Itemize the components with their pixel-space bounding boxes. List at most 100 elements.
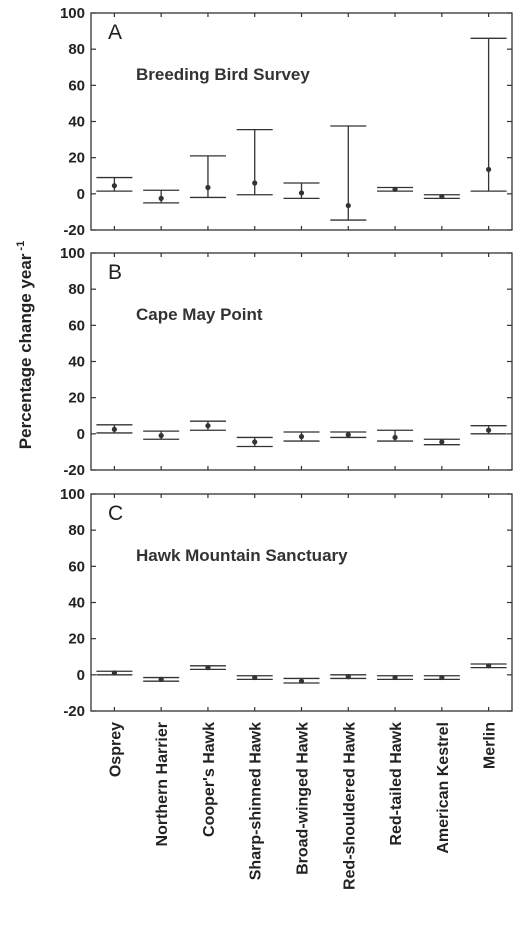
error-bar-5 — [330, 431, 367, 439]
error-bar-7 — [423, 438, 460, 446]
estimate-point — [205, 184, 211, 191]
error-bar-8 — [470, 425, 507, 435]
panel-title: Breeding Bird Survey — [136, 65, 310, 84]
y-tick-label: -20 — [63, 462, 85, 479]
panel-letter: C — [108, 502, 123, 525]
estimate-point — [345, 674, 351, 680]
estimate-point — [392, 434, 398, 441]
error-bar-3 — [236, 436, 273, 448]
y-tick-label: -20 — [63, 222, 85, 239]
y-tick-label: 60 — [68, 558, 85, 575]
error-bar-8 — [470, 663, 507, 669]
estimate-point — [158, 676, 164, 682]
y-tick-label: -20 — [63, 703, 85, 720]
error-bar-4 — [283, 431, 320, 442]
estimate-point — [252, 439, 258, 445]
estimate-point — [205, 665, 211, 671]
y-axis-label-main: Percentage change year — [16, 253, 35, 449]
category-label: Cooper's Hawk — [201, 722, 218, 837]
error-bar-7 — [423, 193, 460, 200]
error-bar-8 — [470, 37, 507, 192]
y-tick-label: 80 — [68, 281, 85, 298]
category-labels-group: Osprey Northern Harrier Cooper's Hawk Sharp… — [107, 722, 498, 890]
panel-letter: A — [108, 21, 122, 44]
category-label: American Kestrel — [435, 722, 452, 854]
y-tick-label: 40 — [68, 595, 85, 612]
y-axis-label: Percentage change year -1 — [15, 241, 35, 449]
category-label: Merlin — [482, 722, 499, 769]
y-tick-label: 80 — [68, 522, 85, 539]
y-tick-label: 20 — [68, 631, 85, 648]
panel-letter: B — [108, 261, 122, 284]
panel-title: Hawk Mountain Sanctuary — [136, 546, 348, 565]
error-bar-2 — [189, 155, 226, 199]
estimate-point — [298, 678, 305, 684]
category-label: Broad-winged Hawk — [295, 722, 312, 875]
y-tick-label: 0 — [77, 426, 85, 443]
error-bar-4 — [283, 677, 320, 684]
error-bar-3 — [236, 674, 273, 681]
y-tick-label: 40 — [68, 114, 85, 131]
category-label: Osprey — [107, 722, 124, 777]
estimate-point — [486, 663, 492, 669]
y-tick-label: 0 — [77, 186, 85, 203]
error-bar-2 — [189, 420, 226, 431]
estimate-point — [439, 193, 445, 200]
error-bar-7 — [423, 674, 460, 681]
estimate-point — [298, 433, 305, 440]
error-bar-2 — [189, 665, 226, 671]
estimate-point — [345, 432, 351, 438]
panel-title: Cape May Point — [136, 305, 263, 324]
panel-b: -20 0 20 40 60 80 100 B Cape May Point — [60, 245, 513, 479]
estimate-point — [486, 427, 492, 433]
y-axis-label-superscript: -1 — [15, 241, 27, 251]
estimate-point — [111, 670, 117, 676]
estimate-point — [486, 166, 492, 173]
panel-c: -20 0 20 40 60 80 100 C Hawk Mountain Sanctuary — [60, 486, 513, 720]
y-tick-label: 100 — [60, 245, 85, 262]
error-bar-6 — [377, 674, 414, 681]
estimate-point — [158, 433, 164, 439]
y-tick-label: 0 — [77, 667, 85, 684]
category-label: Red-shouldered Hawk — [341, 722, 358, 890]
estimate-point — [111, 426, 117, 432]
y-tick-label: 100 — [60, 5, 85, 22]
error-bar-6 — [377, 186, 414, 192]
category-label: Northern Harrier — [154, 722, 171, 846]
y-tick-label: 20 — [68, 390, 85, 407]
error-bar-6 — [377, 429, 414, 442]
estimate-point — [439, 674, 445, 681]
y-tick-label: 100 — [60, 486, 85, 503]
error-bar-1 — [143, 676, 180, 682]
estimate-point — [252, 674, 258, 681]
error-bar-1 — [143, 189, 180, 204]
estimate-point — [298, 190, 305, 196]
y-tick-label: 60 — [68, 77, 85, 94]
category-label: Red-tailed Hawk — [388, 722, 405, 846]
estimate-point — [205, 423, 211, 429]
error-bar-0 — [96, 424, 133, 434]
error-bar-5 — [330, 674, 367, 680]
estimate-point — [439, 439, 445, 445]
category-label: Sharp-shinned Hawk — [248, 722, 265, 880]
panels-group: -20 0 20 40 60 80 100 A Breeding Bird Survey -20 0… — [60, 5, 513, 720]
error-bar-3 — [236, 128, 273, 196]
estimate-point — [345, 202, 351, 209]
panel-a: -20 0 20 40 60 80 100 A Breeding Bird Survey — [60, 5, 513, 239]
error-bar-1 — [143, 430, 180, 440]
error-bar-4 — [283, 182, 320, 200]
error-bar-0 — [96, 176, 133, 192]
estimate-point — [392, 674, 398, 681]
error-bar-0 — [96, 670, 133, 676]
y-tick-label: 20 — [68, 150, 85, 167]
estimate-point — [392, 186, 398, 192]
estimate-point — [252, 180, 258, 186]
estimate-point — [111, 183, 117, 189]
error-bar-5 — [330, 125, 367, 221]
y-tick-label: 60 — [68, 317, 85, 334]
y-tick-label: 80 — [68, 41, 85, 58]
estimate-point — [158, 195, 164, 201]
y-tick-label: 40 — [68, 354, 85, 371]
